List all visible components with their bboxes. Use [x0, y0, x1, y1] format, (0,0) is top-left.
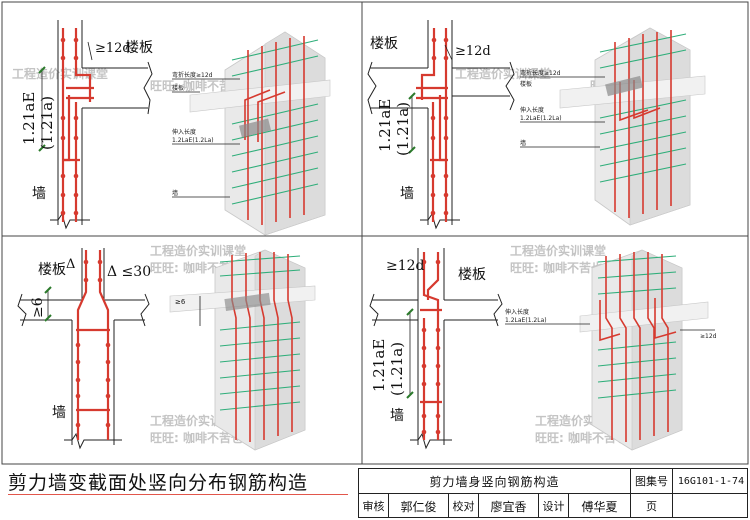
label-slab: 楼板	[370, 36, 398, 52]
label-wall: 墙	[52, 405, 66, 421]
dim-length-main: 1.21aE	[376, 99, 394, 152]
watermark-text: 旺旺: 咖啡不苦也	[150, 430, 243, 445]
note-bend: ≥12d	[700, 333, 717, 340]
watermark-text: 工程造价实训课堂	[150, 243, 246, 258]
title-block-row-divider	[359, 493, 747, 494]
rebar-dots	[75, 259, 111, 428]
note-anchor: 伸入长度	[520, 106, 544, 114]
watermark-text: 工程造价实训课堂	[12, 66, 108, 81]
review-signature: 郭仁俊	[389, 494, 449, 518]
title-underline	[8, 494, 348, 495]
rebar-lines	[61, 28, 94, 222]
title-block: 剪力墙身竖向钢筋构造 图集号 16G101-1-74 审核 郭仁俊 校对 廖宜香…	[358, 468, 748, 518]
note-anchor-value: 1.2LaE(1.2La)	[172, 137, 214, 144]
wall-section-outline	[17, 248, 150, 450]
page-number-cell	[673, 494, 749, 518]
watermark-text: 旺旺: 咖啡不苦也	[150, 78, 243, 93]
iso-view-top-left	[189, 31, 331, 236]
note-slab: 楼板	[520, 80, 532, 88]
label-delta-left: Δ	[66, 257, 75, 272]
note-ge6: ≥6	[175, 298, 186, 306]
label-wall: 墙	[32, 186, 46, 202]
design-label: 设计	[539, 494, 569, 518]
check-signature: 廖宜香	[479, 494, 539, 518]
note-anchor-value: 1.2LaE(1.2La)	[520, 115, 562, 122]
label-wall: 墙	[400, 186, 414, 202]
note-bend: 弯折长度≥12d	[520, 69, 561, 77]
rebar-dots	[421, 259, 441, 435]
watermark-text: 旺旺: 咖啡不苦也	[510, 260, 603, 275]
rebar-lines	[416, 28, 448, 222]
rebar-dots	[60, 37, 79, 216]
panel-top-left: 1.21aE (1.21a) ≥12d 楼板 墙 弯	[20, 20, 331, 236]
panel-bottom-right: 1.21aE (1.21a) ≥12d 楼板 墙 伸入长度 1.2LaE(1.2…	[369, 248, 717, 451]
drawing-main-title: 剪力墙变截面处竖向分布钢筋构造	[8, 472, 309, 494]
watermark-text: 旺旺: 咖啡不苦也	[535, 430, 628, 445]
watermark-group: 工程造价实训课堂 旺旺: 咖啡不苦也 工程造价实训课堂 旺旺: 咖啡不苦也 工程…	[12, 66, 683, 445]
label-slab: 楼板	[458, 267, 486, 283]
panel-bottom-left: ≥6 楼板 Δ Δ ≤30 墙 ≥6	[17, 248, 316, 451]
rebar-lines	[420, 252, 442, 440]
rebar-lines	[76, 250, 110, 440]
watermark-text: 工程造价实训课堂	[510, 243, 606, 258]
label-delta-right: Δ ≤30	[107, 264, 151, 280]
iso-view-bottom-left	[169, 249, 316, 451]
iso-view-bottom-right	[579, 249, 709, 451]
title-block-atlas-label: 图集号	[631, 469, 673, 493]
note-wall: 墙	[520, 139, 526, 147]
dim-length-paren: (1.21a)	[388, 342, 406, 396]
review-label: 审核	[359, 494, 389, 518]
label-wall: 墙	[390, 408, 404, 424]
title-block-atlas-number: 16G101-1-74	[677, 475, 745, 487]
note-slab: 楼板	[172, 84, 184, 92]
page-label: 页	[631, 494, 673, 518]
dim-length-main: 1.21aE	[20, 92, 38, 145]
note-anchor: 伸入长度	[172, 128, 196, 136]
dim-length-main: 1.21aE	[370, 339, 388, 392]
title-block-title: 剪力墙身竖向钢筋构造	[359, 469, 631, 493]
sheet-border	[1, 1, 749, 465]
label-ge12d: ≥12d	[455, 44, 491, 59]
label-ge6: ≥6	[30, 297, 46, 318]
iso-view-top-right	[559, 27, 706, 226]
rebar-dots	[430, 37, 449, 216]
note-anchor: 伸入长度	[505, 308, 529, 316]
label-slab: 楼板	[125, 40, 153, 56]
note-bend: 弯折长度≥12d	[172, 71, 213, 79]
dim-length-paren: (1.21a)	[394, 102, 412, 156]
wall-section-outline	[50, 20, 153, 230]
label-ge12d: ≥12d	[95, 41, 131, 56]
label-slab: 楼板	[38, 262, 66, 278]
check-label: 校对	[449, 494, 479, 518]
dim-length-paren: (1.21a)	[38, 96, 56, 150]
design-signature: 傅华夏	[569, 494, 631, 518]
note-anchor-value: 1.2LaE(1.2La)	[505, 317, 547, 324]
label-ge12d: ≥12d	[386, 258, 425, 274]
panel-top-right: 1.21aE (1.21a) 楼板 ≥12d 墙 弯折长度≥12d	[367, 20, 706, 230]
note-wall: 墙	[172, 189, 178, 197]
